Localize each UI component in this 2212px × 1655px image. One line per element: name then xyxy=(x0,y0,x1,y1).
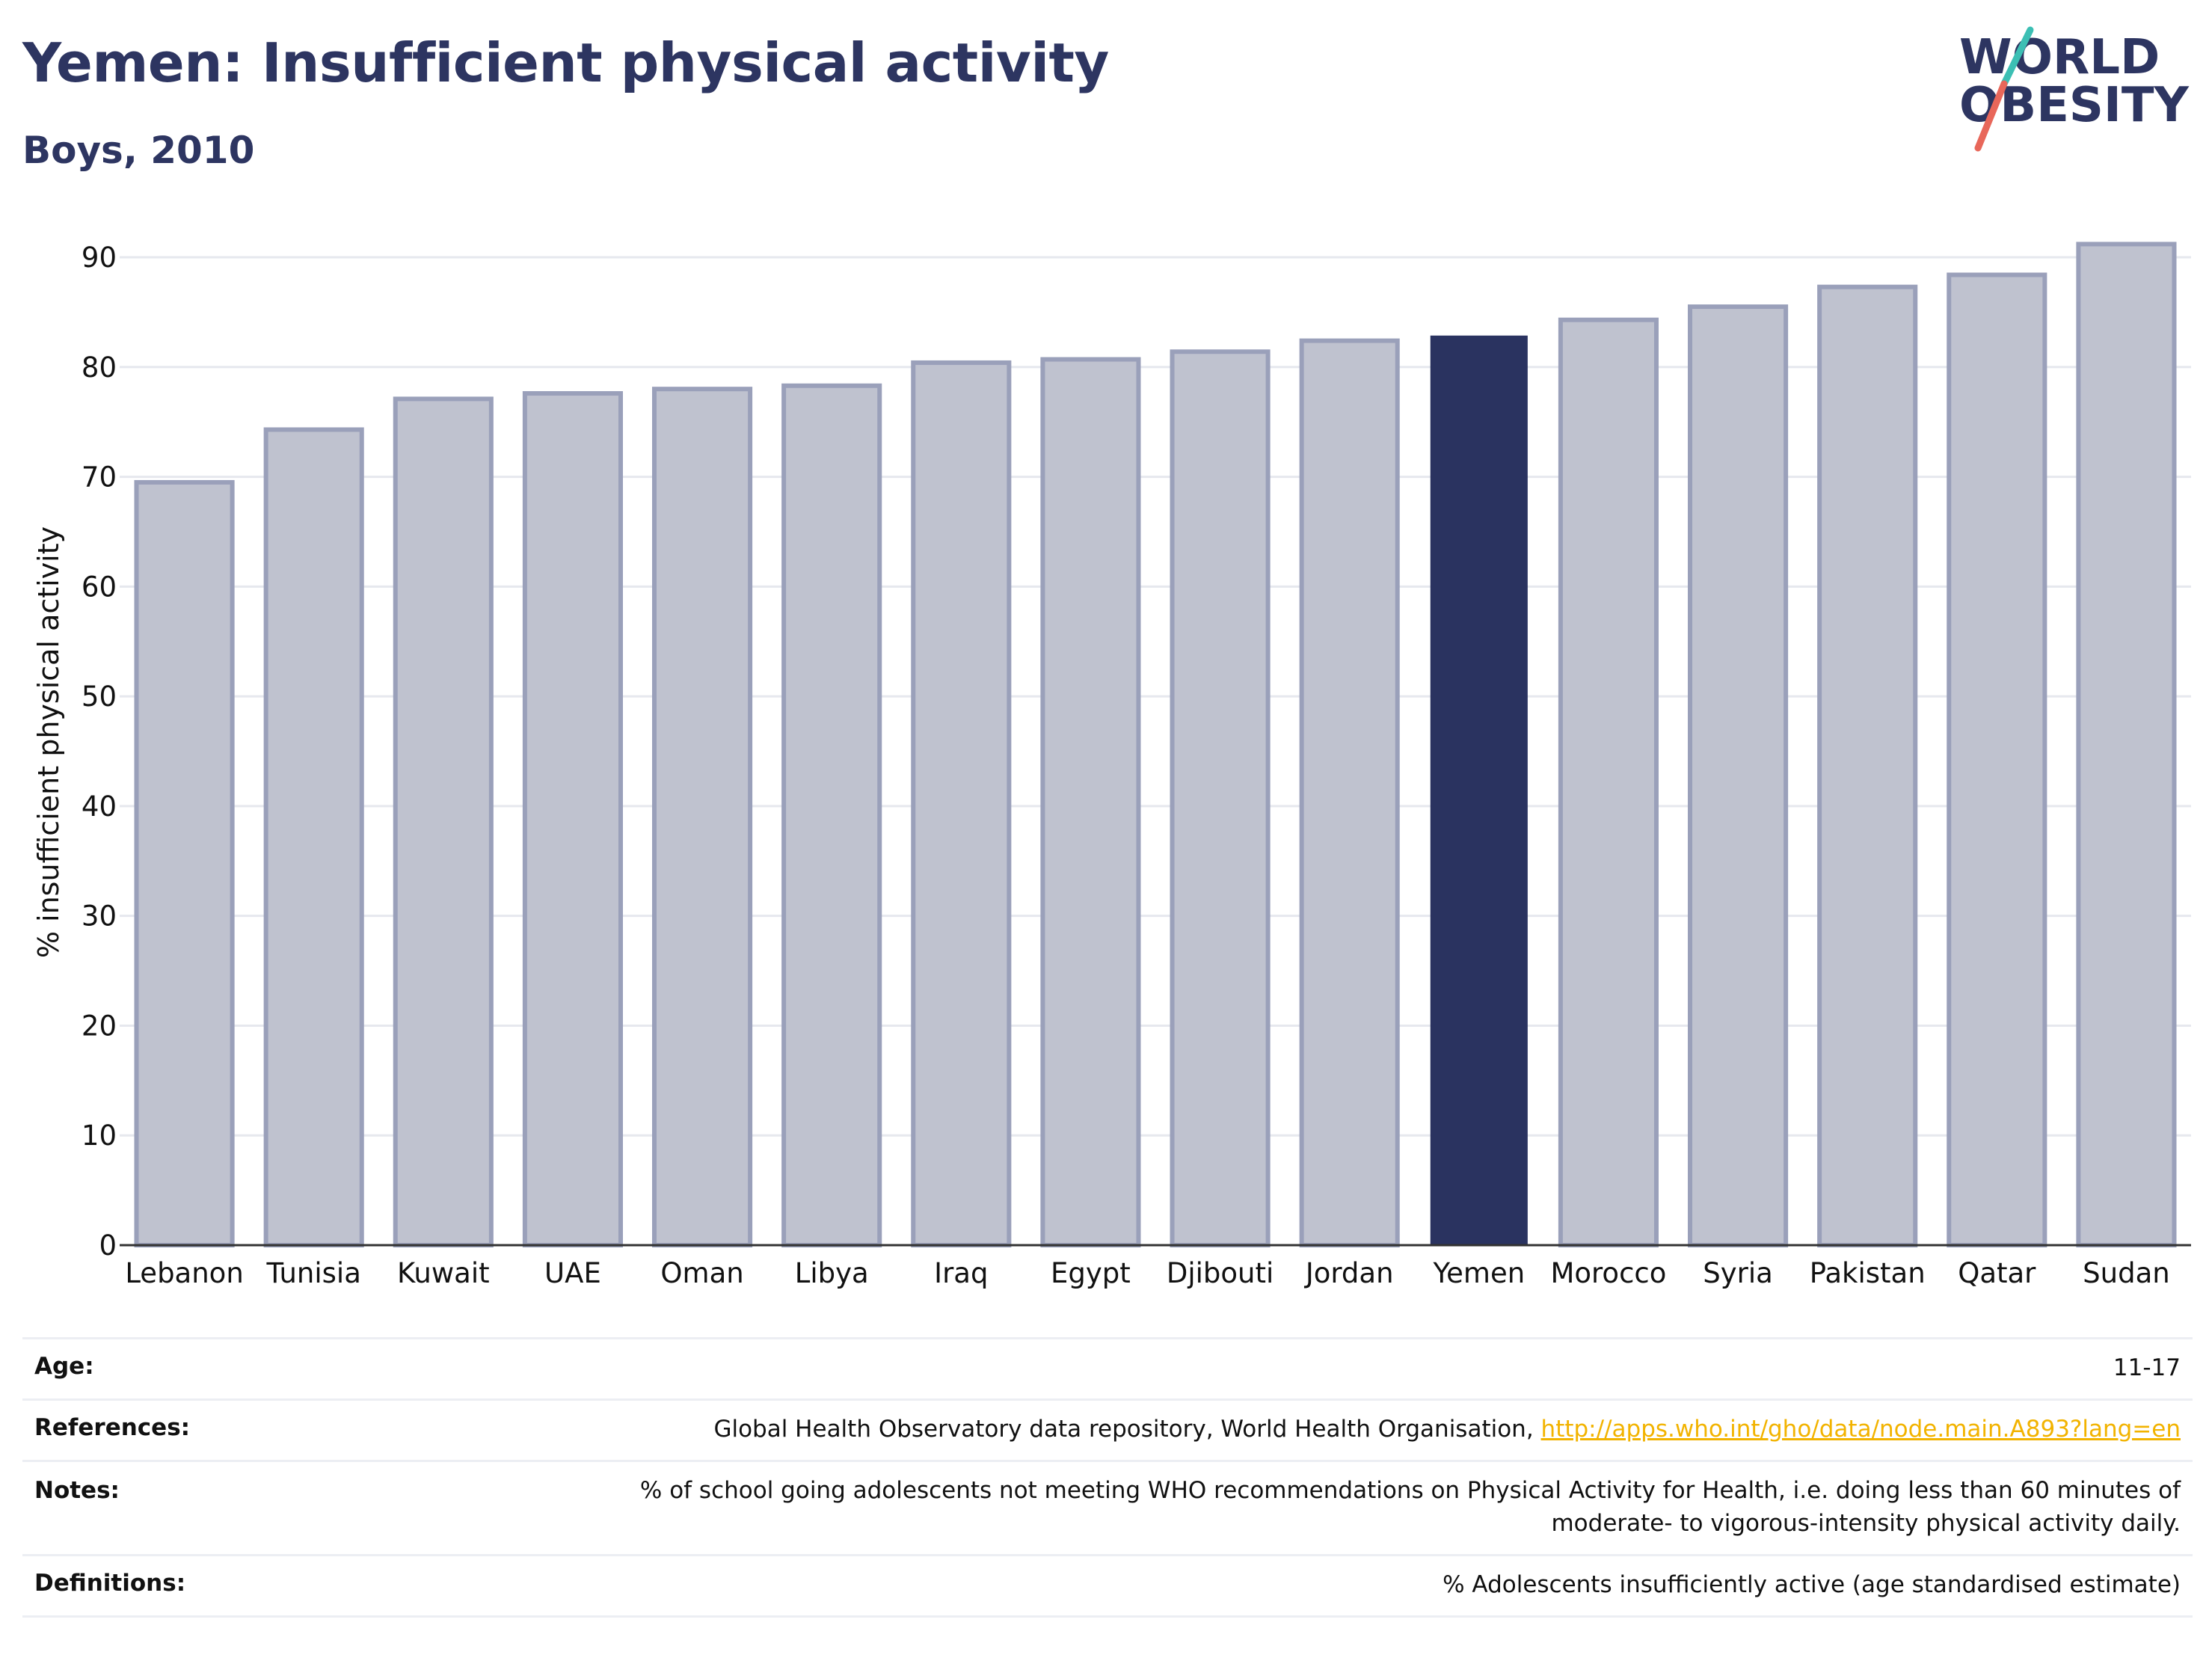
y-axis-label: % insufficient physical activity xyxy=(32,526,65,958)
bar-uae xyxy=(522,391,623,1248)
bar-iraq xyxy=(911,360,1012,1248)
x-tick-label: Sudan xyxy=(2083,1257,2170,1289)
metadata-label: Age: xyxy=(34,1353,94,1380)
metadata-row: References: Global Health Observatory dat… xyxy=(22,1398,2193,1462)
y-tick-label: 50 xyxy=(82,681,117,713)
metadata-value-text: % of school going adolescents not meetin… xyxy=(639,1477,2181,1504)
bar-jordan xyxy=(1299,338,1400,1247)
bar-djibouti xyxy=(1170,349,1271,1247)
metadata-value: Global Health Observatory data repositor… xyxy=(713,1413,2181,1446)
x-tick-labels: Lebanon Tunisia Kuwait UAE Oman Libya Iraq Egyp… xyxy=(125,1257,2169,1289)
y-tick-label: 70 xyxy=(82,461,117,494)
y-tick-label: 40 xyxy=(82,790,117,823)
world-obesity-logo: WORLD OBESITY xyxy=(1959,26,2189,152)
bar-tunisia xyxy=(263,427,364,1247)
metadata-bottom-border xyxy=(22,1615,2193,1618)
y-tick-label: 80 xyxy=(82,351,117,384)
x-tick-label: Tunisia xyxy=(265,1257,360,1289)
bar-syria xyxy=(1688,304,1789,1247)
metadata-value: % Adolescents insufficiently active (age… xyxy=(1443,1568,2181,1601)
logo-line1: WORLD xyxy=(1959,30,2160,85)
x-tick-label: Oman xyxy=(660,1257,743,1289)
x-tick-label: Qatar xyxy=(1958,1257,2036,1289)
bar-pakistan xyxy=(1817,284,1918,1248)
bar-yemen xyxy=(1430,335,1528,1246)
metadata-value-text: Global Health Observatory data repositor… xyxy=(713,1416,1541,1443)
x-tick-label: Iraq xyxy=(934,1257,988,1289)
bar-morocco xyxy=(1558,317,1659,1247)
bars xyxy=(134,242,2177,1248)
y-tick-label: 30 xyxy=(82,900,117,933)
y-tick-label: 10 xyxy=(82,1120,117,1152)
bar-lebanon xyxy=(134,479,235,1247)
y-tick-label: 60 xyxy=(82,571,117,603)
metadata-value: % of school going adolescents not meetin… xyxy=(640,1474,2181,1540)
x-tick-label: Morocco xyxy=(1550,1257,1666,1289)
x-tick-label: Syria xyxy=(1703,1257,1773,1289)
metadata-row: Age: 11-17 xyxy=(22,1337,2193,1401)
x-tick-label: Kuwait xyxy=(397,1257,490,1289)
logo-slash-bottom xyxy=(1974,80,2008,152)
metadata-value-text: % Adolescents insufficiently active (age… xyxy=(1443,1571,2181,1598)
bar-chart: 0 10 20 30 40 50 60 70 80 90 Lebanon Tunisia Kuwait… xyxy=(32,242,2191,1289)
x-tick-label: Yemen xyxy=(1432,1257,1525,1289)
bar-kuwait xyxy=(393,396,494,1247)
x-tick-label: Egypt xyxy=(1051,1257,1131,1289)
x-tick-label: Libya xyxy=(795,1257,869,1289)
x-tick-label: Lebanon xyxy=(125,1257,243,1289)
y-tick-label: 20 xyxy=(82,1010,117,1042)
metadata-label: References: xyxy=(34,1414,191,1441)
bar-egypt xyxy=(1040,357,1141,1248)
bar-oman xyxy=(652,387,753,1248)
x-tick-label: Djibouti xyxy=(1167,1257,1274,1289)
metadata-label: Notes: xyxy=(34,1477,120,1504)
metadata-label: Definitions: xyxy=(34,1570,186,1597)
bar-sudan xyxy=(2076,242,2177,1248)
bar-qatar xyxy=(1947,272,2047,1248)
y-tick-label: 0 xyxy=(99,1229,117,1262)
metadata-row: Notes: % of school going adolescents not … xyxy=(22,1460,2193,1556)
logo-slash-top xyxy=(2000,26,2034,87)
bar-libya xyxy=(781,383,882,1247)
metadata-row: Definitions: % Adolescents insufficiently… xyxy=(22,1554,2193,1618)
metadata-value-text: 11-17 xyxy=(2113,1354,2181,1381)
x-tick-label: Jordan xyxy=(1304,1257,1394,1289)
page-title: Yemen: Insufficient physical activity xyxy=(22,31,1109,94)
x-tick-label: Pakistan xyxy=(1810,1257,1926,1289)
reference-link[interactable]: http://apps.who.int/gho/data/node.main.A… xyxy=(1540,1416,2181,1443)
y-tick-labels: 0 10 20 30 40 50 60 70 80 90 xyxy=(82,242,117,1262)
y-tick-label: 90 xyxy=(82,242,117,274)
metadata-value-text-line2: moderate- to vigorous-intensity physical… xyxy=(1551,1510,2181,1537)
metadata-value: 11-17 xyxy=(2113,1351,2181,1384)
page-subtitle: Boys, 2010 xyxy=(22,129,255,172)
x-tick-label: UAE xyxy=(544,1257,601,1289)
